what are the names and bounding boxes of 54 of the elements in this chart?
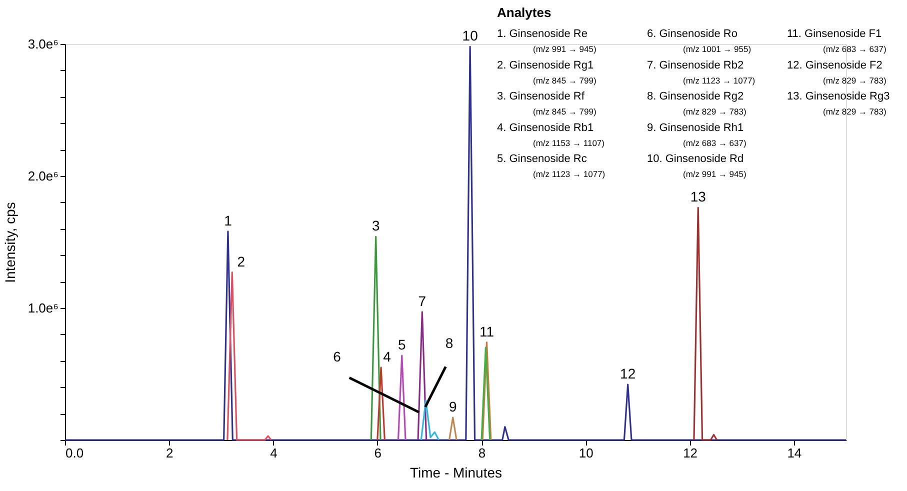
annotation: (m/z 1123 → 1077) <box>533 169 606 180</box>
annotation: (m/z 845 → 799) <box>533 75 596 86</box>
annotation: (m/z 829 → 783) <box>683 106 746 117</box>
y-axis-title: Intensity, cps <box>2 202 18 283</box>
text: 6. Ginsenoside Ro <box>647 28 738 40</box>
x-tick-label: 6 <box>374 446 382 460</box>
x-tick-label: 12 <box>683 446 698 460</box>
annotation: (m/z 845 → 799) <box>533 106 596 117</box>
y-tick-label: 3.0e⁶ <box>28 36 58 52</box>
annotation: (m/z 1001 → 955) <box>683 44 752 54</box>
x-tick-label: 2 <box>166 446 174 460</box>
x-tick-label: 0.0 <box>66 446 84 460</box>
annotation: 10 <box>462 28 478 44</box>
annotation: 13 <box>690 188 706 205</box>
annotation: 9 <box>449 398 457 415</box>
annotation: 3 <box>372 218 380 234</box>
annotation: 9. Ginsenoside Rh1 <box>647 122 744 134</box>
y-tick-label: 1.0e⁶ <box>28 300 58 316</box>
annotation: 2 <box>237 253 246 270</box>
annotation: 4 <box>383 348 392 364</box>
x-tick-label: 8 <box>478 446 486 460</box>
annotation: 5. Ginsenoside Rc <box>497 153 588 166</box>
annotation: 1 <box>224 212 232 228</box>
line-series <box>420 400 440 441</box>
annotation: (m/z 683 → 637) <box>823 44 886 54</box>
annotation: (m/z 1123 → 1077) <box>683 75 756 86</box>
annotation: 7. Ginsenoside Rb2 <box>647 59 744 72</box>
x-tick-label: 10 <box>578 446 594 460</box>
annotation: 8. Ginsenoside Rg2 <box>647 90 744 103</box>
annotation: (m/z 829 → 783) <box>823 106 886 117</box>
x-tick-label: 4 <box>270 446 278 460</box>
annotation: 4. Ginsenoside Rb1 <box>497 122 594 134</box>
annotation: 6 <box>333 348 342 364</box>
x-tick-label: 14 <box>787 446 802 460</box>
annotation: (m/z 1153 → 1107) <box>533 138 605 148</box>
annotation: (m/z 991 → 945) <box>683 169 746 180</box>
annotation: 2. Ginsenoside Rg1 <box>497 59 594 72</box>
annotation: 5 <box>398 336 406 353</box>
annotation: 10. Ginsenoside Rd <box>647 153 744 166</box>
annotation: 7 <box>418 292 426 309</box>
annotation: (m/z 683 → 637) <box>683 138 746 148</box>
annotation: (m/z 829 → 783) <box>823 75 886 86</box>
x-axis-title: Time - Minutes <box>410 464 502 480</box>
text: 1. Ginsenoside Re <box>497 28 588 40</box>
annotation: 13. Ginsenoside Rg3 <box>787 90 890 103</box>
text: 11. Ginsenoside F1 <box>787 28 882 40</box>
annotation: 3. Ginsenoside Rf <box>497 90 586 103</box>
text: Analytes <box>497 5 552 20</box>
annotation: 12. Ginsenoside F2 <box>787 59 882 72</box>
y-tick-label: 2.0e⁶ <box>28 168 58 184</box>
annotation: 12 <box>620 366 636 382</box>
annotation: 11 <box>479 323 494 340</box>
annotation: (m/z 991 → 945) <box>533 44 596 54</box>
annotation: 8 <box>445 335 454 351</box>
